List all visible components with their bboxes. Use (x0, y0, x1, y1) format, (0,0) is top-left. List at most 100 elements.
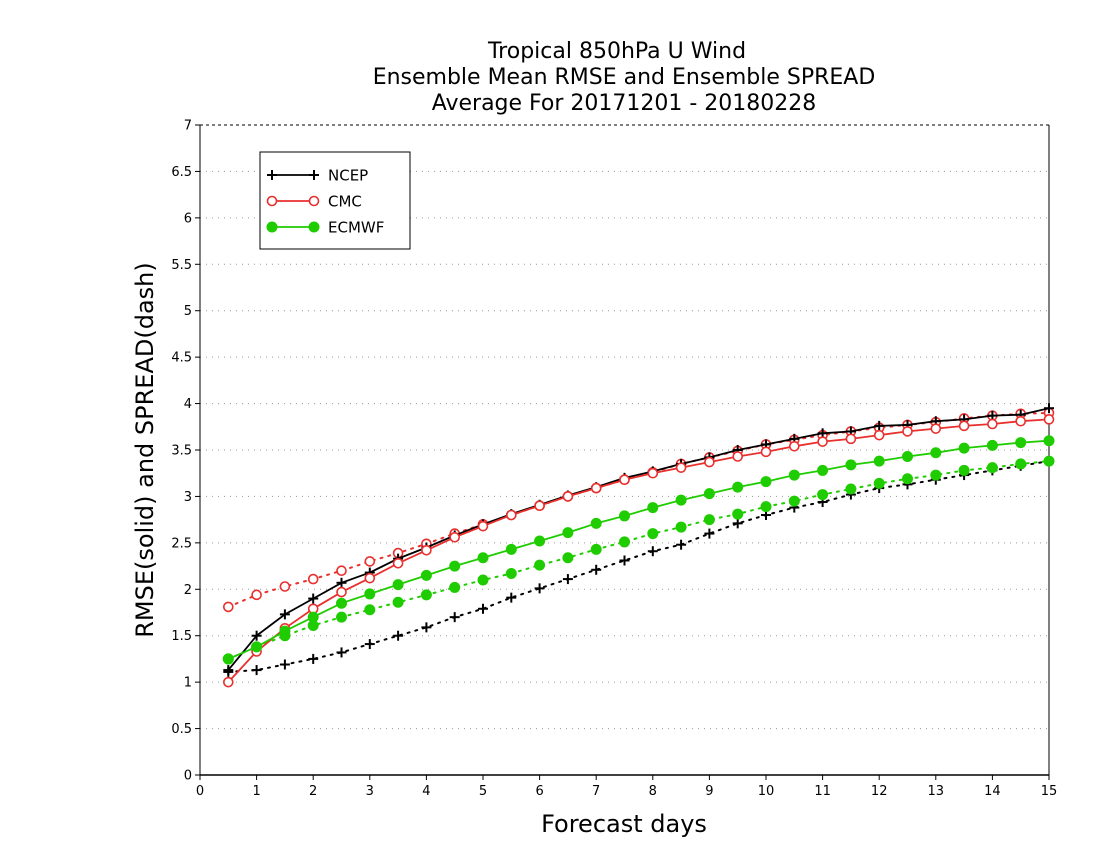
cmc-rmse-point (675, 462, 687, 473)
ecmwf-rmse-point (986, 439, 998, 451)
ncep-spread-point (364, 639, 375, 650)
cmc-rmse-point (930, 423, 942, 434)
title-line-1: Tropical 850hPa U Wind (487, 39, 746, 64)
title-line-3: Average For 20171201 - 20180228 (432, 91, 817, 116)
ecmwf-rmse-point (336, 597, 347, 609)
ncep-spread-point (619, 555, 630, 566)
x-tick-label: 1 (252, 784, 260, 799)
cmc-rmse-point (364, 572, 376, 584)
legend-label: NCEP (328, 167, 368, 185)
ncep-spread-point (647, 546, 658, 557)
cmc-rmse-point (704, 456, 715, 468)
ecmwf-spread-point (619, 536, 630, 548)
ncep-rmse-point (1044, 403, 1054, 414)
y-tick-label: 2 (184, 583, 192, 598)
cmc-rmse-series (223, 414, 1055, 688)
ncep-spread-point (393, 630, 404, 641)
cmc-spread-point (307, 573, 319, 585)
y-tick-label: 1 (184, 676, 192, 691)
cmc-rmse-point (873, 429, 885, 441)
cmc-rmse-point (477, 520, 489, 532)
ncep-spread-point (704, 528, 715, 539)
legend-marker (266, 195, 278, 207)
ecmwf-rmse-point (675, 494, 687, 506)
y-tick-label: 5.5 (171, 258, 192, 273)
cmc-spread-point (251, 589, 262, 601)
x-tick-label: 12 (871, 784, 888, 799)
ecmwf-rmse-point (930, 447, 942, 459)
cmc-rmse-point (505, 509, 517, 521)
ecmwf-rmse-line (227, 439, 1050, 660)
chart-title: Tropical 850hPa U Wind Ensemble Mean RMS… (373, 39, 876, 116)
ecmwf-rmse-point (222, 653, 234, 665)
grid (200, 170, 1049, 730)
ncep-rmse-point (308, 593, 319, 604)
ecmwf-rmse-point (647, 502, 659, 514)
x-tick-label: 0 (196, 784, 204, 799)
cmc-rmse-point (902, 426, 913, 437)
ecmwf-spread-point (364, 604, 376, 616)
cmc-rmse-point (336, 586, 347, 598)
ecmwf-rmse-point (420, 569, 432, 581)
ecmwf-spread-point (534, 559, 546, 571)
ecmwf-spread-line (227, 460, 1050, 660)
legend-marker (267, 170, 277, 180)
cmc-rmse-point (987, 418, 998, 430)
ecmwf-spread-point (477, 574, 489, 586)
cmc-spread-point (336, 565, 347, 577)
ecmwf-rmse-point (817, 464, 829, 476)
cmc-rmse-point (619, 474, 630, 486)
legend-item-cmc: CMC (266, 193, 362, 211)
cmc-rmse-point (534, 500, 545, 512)
ecmwf-spread-point (562, 552, 574, 564)
x-tick-label: 10 (758, 784, 775, 799)
cmc-rmse-point (1043, 414, 1055, 425)
ncep-spread-point (251, 665, 262, 676)
ecmwf-rmse-point (279, 625, 291, 637)
y-tick-label: 1.5 (171, 629, 192, 644)
ecmwf-rmse-point (760, 476, 772, 488)
x-tick-label: 14 (984, 784, 1001, 799)
cmc-rmse-point (421, 544, 432, 556)
ecmwf-spread-point (788, 495, 800, 507)
ecmwf-rmse-point (590, 517, 602, 529)
ecmwf-spread-point (505, 568, 517, 579)
x-tick-label: 8 (649, 784, 657, 799)
cmc-spread-line (227, 411, 1050, 608)
x-tick-label: 11 (814, 784, 831, 799)
legend-marker (309, 170, 319, 180)
ncep-spread-point (506, 592, 517, 603)
ecmwf-spread-point (647, 528, 659, 540)
y-tick-label: 3 (184, 490, 192, 505)
ncep-spread-point (478, 603, 488, 614)
legend-marker (308, 195, 320, 207)
ecmwf-rmse-point (1015, 437, 1027, 449)
ncep-rmse-point (279, 609, 290, 620)
ncep-spread-point (676, 539, 687, 550)
ecmwf-spread-point (590, 543, 602, 555)
y-tick-label: 0 (184, 769, 192, 784)
ecmwf-rmse-point (873, 455, 885, 467)
cmc-rmse-line (227, 418, 1050, 683)
ecmwf-rmse-point (534, 535, 546, 547)
ecmwf-spread-point (845, 483, 857, 495)
ncep-rmse-series (223, 403, 1054, 676)
cmc-spread-point (364, 556, 376, 567)
ecmwf-rmse-point (505, 543, 517, 555)
y-tick-label: 0.5 (171, 722, 192, 737)
ecmwf-rmse-point (902, 451, 913, 462)
x-tick-label: 9 (705, 784, 713, 799)
x-tick-label: 13 (928, 784, 945, 799)
ncep-spread-point (562, 574, 573, 585)
ecmwf-rmse-point (619, 510, 630, 522)
ecmwf-rmse-point (845, 459, 857, 471)
y-tick-label: 2.5 (171, 536, 192, 551)
x-tick-label: 2 (309, 784, 317, 799)
cmc-spread-point (279, 581, 291, 592)
x-tick-label: 4 (422, 784, 430, 799)
ecmwf-rmse-point (703, 488, 715, 500)
cmc-rmse-point (817, 436, 828, 447)
legend-label: ECMWF (328, 219, 384, 237)
ecmwf-spread-point (1015, 458, 1027, 470)
